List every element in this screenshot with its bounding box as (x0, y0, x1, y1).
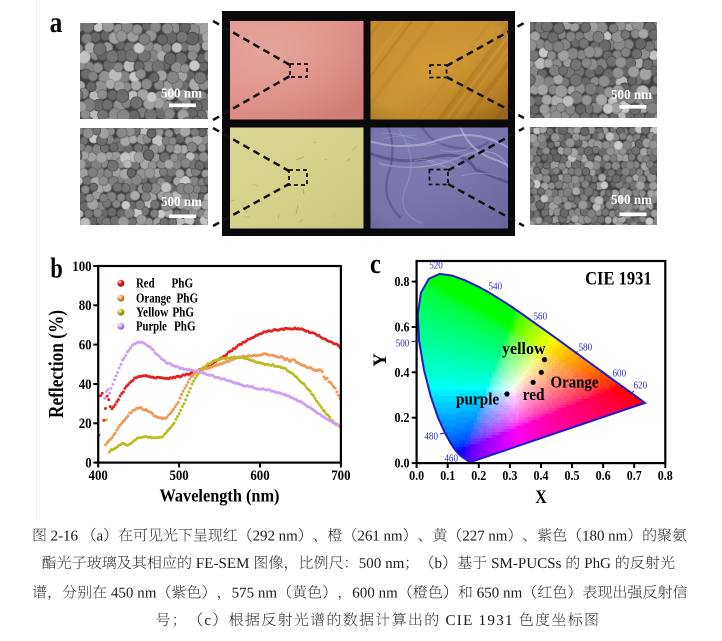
svg-text:Y: Y (370, 353, 391, 367)
svg-text:purple: purple (456, 390, 499, 409)
svg-text:CIE 1931: CIE 1931 (585, 269, 652, 290)
svg-text:Wavelength (nm): Wavelength (nm) (160, 486, 280, 506)
svg-text:PhG: PhG (177, 291, 199, 306)
svg-text:PhG: PhG (174, 319, 196, 334)
svg-text:PhG: PhG (172, 276, 194, 291)
svg-text:40: 40 (79, 377, 92, 393)
svg-text:0.2: 0.2 (395, 410, 410, 425)
svg-text:c: c (370, 248, 381, 280)
svg-text:500 nm: 500 nm (161, 195, 202, 210)
svg-text:500: 500 (396, 338, 410, 350)
svg-text:0.0: 0.0 (409, 468, 424, 483)
svg-text:400: 400 (89, 468, 108, 484)
svg-text:460: 460 (444, 453, 458, 465)
svg-text:Yellow: Yellow (136, 305, 169, 320)
svg-text:600: 600 (613, 368, 627, 380)
svg-text:60: 60 (79, 338, 92, 354)
svg-text:500: 500 (169, 468, 188, 484)
svg-text:100: 100 (72, 259, 91, 275)
svg-text:600: 600 (250, 468, 269, 484)
svg-text:560: 560 (534, 311, 548, 323)
svg-text:540: 540 (489, 281, 503, 293)
svg-text:Reflection (%): Reflection (%) (44, 310, 68, 418)
svg-text:0.8: 0.8 (395, 274, 410, 289)
svg-text:500 nm: 500 nm (161, 87, 202, 102)
svg-text:a: a (50, 6, 63, 39)
svg-text:480: 480 (424, 431, 438, 443)
svg-text:0.4: 0.4 (534, 468, 549, 483)
svg-text:0.4: 0.4 (395, 365, 410, 380)
svg-text:red: red (523, 385, 545, 404)
svg-text:500 nm: 500 nm (611, 88, 652, 103)
svg-text:0.2: 0.2 (471, 468, 486, 483)
svg-text:yellow: yellow (502, 339, 546, 358)
svg-text:Purple: Purple (136, 319, 167, 334)
svg-text:620: 620 (634, 380, 648, 392)
svg-text:80: 80 (79, 298, 92, 314)
svg-text:500 nm: 500 nm (611, 193, 652, 208)
svg-text:0.0: 0.0 (395, 456, 410, 471)
svg-text:0.5: 0.5 (565, 468, 580, 483)
svg-text:0.6: 0.6 (395, 320, 410, 335)
svg-text:520: 520 (429, 260, 443, 272)
svg-text:580: 580 (579, 342, 593, 354)
svg-text:0.6: 0.6 (596, 468, 611, 483)
svg-text:Orange: Orange (136, 291, 171, 306)
svg-text:X: X (535, 487, 547, 508)
svg-text:0.8: 0.8 (658, 468, 673, 483)
svg-text:0.7: 0.7 (627, 468, 642, 483)
svg-text:0.3: 0.3 (502, 468, 517, 483)
svg-text:b: b (50, 253, 62, 285)
svg-text:0.1: 0.1 (440, 468, 455, 483)
svg-text:Orange: Orange (551, 373, 599, 392)
svg-text:700: 700 (331, 468, 350, 484)
svg-text:20: 20 (79, 416, 92, 432)
svg-text:PhG: PhG (172, 305, 194, 320)
svg-text:Red: Red (136, 276, 155, 291)
svg-text:0: 0 (85, 456, 91, 472)
